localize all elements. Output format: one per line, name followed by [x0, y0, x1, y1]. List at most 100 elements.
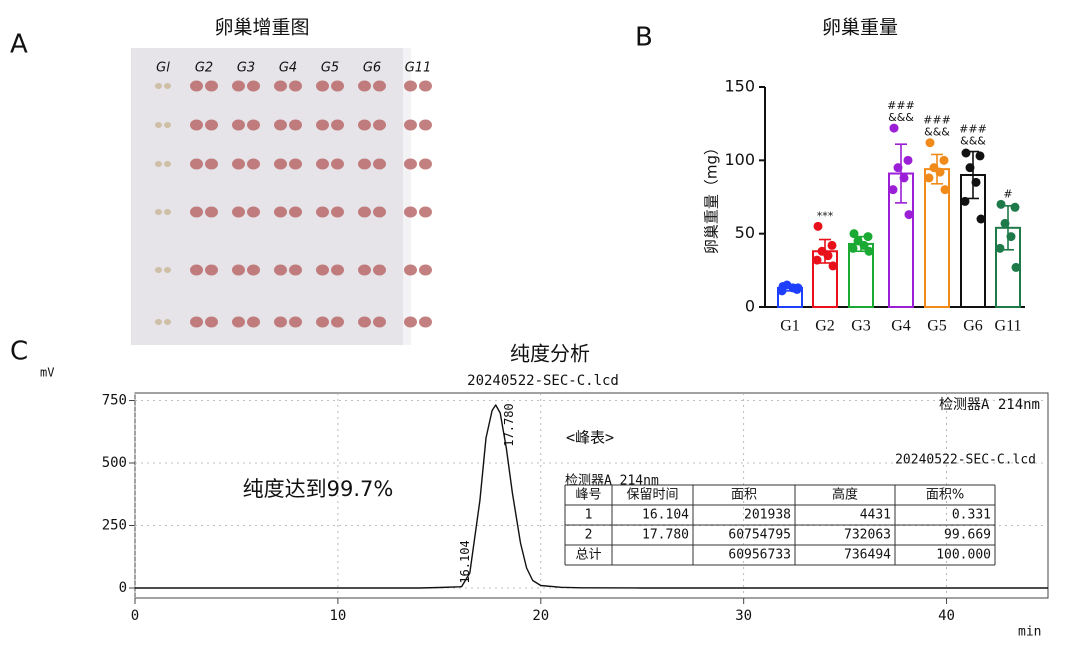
ovary	[289, 158, 302, 170]
data-point	[864, 246, 874, 256]
ovary	[164, 122, 171, 128]
ovary	[373, 119, 386, 131]
ovary	[274, 206, 287, 218]
x-tick-label: 0	[131, 608, 139, 624]
data-point	[823, 251, 833, 261]
y-tick-label: 750	[102, 393, 127, 409]
photo-label: G6	[363, 61, 381, 76]
ovary	[358, 264, 371, 276]
ovary	[316, 80, 329, 92]
y-tick-label: 100	[724, 150, 755, 169]
photo-title: 卵巢增重图	[214, 17, 309, 39]
data-point	[893, 163, 903, 173]
ovary	[190, 119, 203, 131]
ovary	[190, 80, 203, 92]
table-cell: 1	[585, 508, 593, 523]
ovary	[419, 80, 432, 92]
ovary	[331, 158, 344, 170]
data-point	[904, 210, 914, 220]
ovary	[247, 316, 260, 328]
ovary	[373, 206, 386, 218]
ovary	[247, 264, 260, 276]
table-cell: 60754795	[728, 528, 791, 543]
ovary	[404, 264, 417, 276]
ovary	[419, 316, 432, 328]
ovary	[247, 206, 260, 218]
x-tick-label: 10	[329, 608, 346, 624]
photo-label: G5	[321, 61, 339, 76]
ovary	[190, 264, 203, 276]
table-cell: 0.331	[952, 508, 991, 523]
photo	[131, 48, 403, 345]
ovary	[289, 119, 302, 131]
data-point	[859, 240, 869, 250]
ovary	[331, 119, 344, 131]
photo-label: G3	[237, 61, 255, 76]
ovary	[404, 158, 417, 170]
ovary	[419, 264, 432, 276]
y-tick-label: 50	[735, 223, 755, 242]
ovaries	[155, 80, 432, 328]
detector-label: 检测器A 214nm	[939, 397, 1040, 413]
table-header: 高度	[832, 487, 858, 503]
ovary	[289, 80, 302, 92]
chart-title: 卵巢重量	[822, 17, 898, 39]
table-header: 面积%	[926, 488, 964, 503]
ovary	[155, 267, 162, 273]
significance-label: ###	[887, 99, 915, 112]
ovary	[404, 119, 417, 131]
ovary	[358, 158, 371, 170]
ovary	[190, 158, 203, 170]
table-cell: 总计	[575, 548, 601, 563]
y-tick-label: 250	[102, 518, 127, 534]
data-point	[965, 163, 975, 173]
ovary	[205, 206, 218, 218]
x-tick-label: G11	[995, 318, 1022, 335]
ovary	[289, 316, 302, 328]
data-point	[827, 240, 837, 250]
table-cell: 4431	[860, 508, 891, 523]
y-tick-label: 0	[745, 297, 755, 316]
table-cell: 732063	[844, 528, 891, 543]
table-cell: 736494	[844, 548, 891, 563]
panel-label: C	[10, 337, 28, 367]
ovary	[164, 209, 171, 215]
ovary	[316, 264, 329, 276]
ovary	[247, 80, 260, 92]
photo-label: Gl	[156, 61, 170, 76]
ovary	[331, 316, 344, 328]
data-point	[813, 221, 823, 231]
data-point	[960, 196, 970, 206]
ovary	[404, 80, 417, 92]
ovary	[331, 80, 344, 92]
data-point	[939, 155, 949, 165]
ovary	[164, 83, 171, 89]
significance-label: &&&	[924, 126, 950, 139]
table-cell: 17.780	[642, 528, 689, 543]
data-point	[828, 261, 838, 271]
x-tick-label: 30	[735, 608, 752, 624]
data-point	[971, 177, 981, 187]
table-header: 保留时间	[626, 488, 678, 503]
photo-label: G4	[279, 61, 297, 76]
data-point	[793, 283, 803, 293]
ovary	[316, 119, 329, 131]
data-point	[925, 138, 935, 148]
x-tick-label: G3	[851, 318, 871, 335]
significance-label: #	[1003, 187, 1012, 200]
data-point	[1011, 262, 1021, 272]
ovary	[419, 206, 432, 218]
data-point	[940, 185, 950, 195]
ovary	[404, 316, 417, 328]
x-tick-label: G2	[815, 318, 835, 335]
y-axis-label: mV	[40, 366, 54, 380]
ovary	[274, 264, 287, 276]
ovary	[274, 119, 287, 131]
data-point	[1010, 202, 1020, 212]
ovary	[247, 119, 260, 131]
table-title: <峰表>	[566, 429, 614, 447]
ovary	[155, 161, 162, 167]
peak-label: 16.104	[458, 540, 472, 583]
ovary	[232, 80, 245, 92]
ovary	[404, 206, 417, 218]
